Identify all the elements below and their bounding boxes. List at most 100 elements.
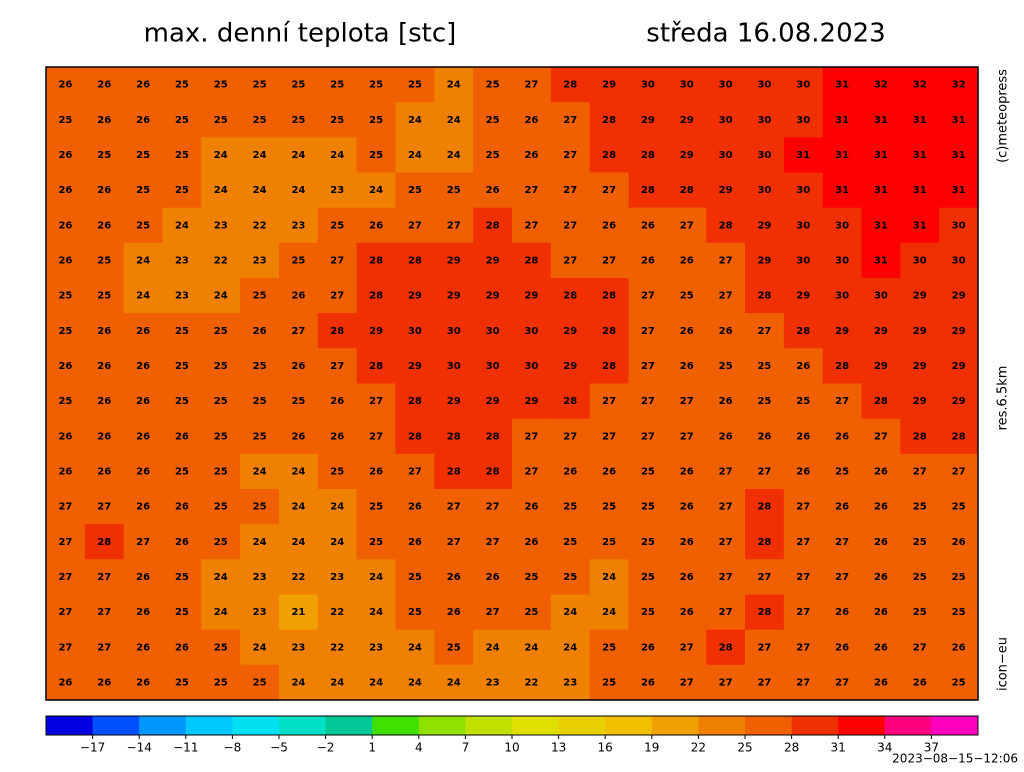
temperature-cell (356, 67, 396, 103)
map-title: max. denní teplota [stc] (144, 19, 457, 49)
temperature-cell (473, 418, 513, 455)
temperature-cell (628, 207, 668, 244)
temperature-value: 26 (524, 537, 538, 548)
temperature-cell (240, 67, 280, 103)
temperature-value: 25 (291, 115, 305, 126)
temperature-cell (395, 489, 435, 525)
temperature-cell (473, 278, 513, 314)
temperature-cell (783, 242, 824, 279)
temperature-value: 24 (253, 150, 267, 161)
temperature-value: 25 (175, 396, 189, 407)
temperature-cell (123, 664, 163, 701)
temperature-cell (201, 418, 241, 455)
temperature-cell (123, 348, 163, 384)
temperature-cell (434, 137, 474, 173)
temperature-cell (123, 453, 163, 490)
temperature-value: 27 (719, 502, 733, 513)
temperature-value: 28 (369, 255, 383, 266)
temperature-cell (240, 489, 280, 525)
temperature-value: 25 (58, 115, 72, 126)
temperature-value: 28 (524, 255, 538, 266)
temperature-value: 24 (369, 607, 383, 618)
temperature-cell (745, 559, 785, 595)
temperature-cell (822, 67, 862, 103)
temperature-cell (628, 418, 668, 455)
temperature-value: 28 (602, 326, 616, 337)
temperature-cell (745, 489, 785, 525)
temperature-value: 25 (253, 80, 267, 91)
temperature-value: 25 (291, 396, 305, 407)
temperature-cell (667, 207, 707, 244)
temperature-value: 26 (136, 466, 150, 477)
temperature-value: 24 (369, 677, 383, 688)
temperature-value: 27 (719, 607, 733, 618)
temperature-cell (84, 102, 125, 138)
temperature-cell (46, 137, 86, 173)
temperature-value: 30 (796, 80, 810, 91)
temperature-value: 24 (602, 572, 616, 583)
temperature-value: 27 (719, 572, 733, 583)
temperature-cell (939, 559, 979, 595)
colorbar-segment (698, 716, 746, 735)
temperature-cell (861, 278, 901, 314)
temperature-cell (745, 664, 785, 701)
temperature-cell (550, 102, 591, 138)
temperature-value: 26 (835, 431, 849, 442)
temperature-value: 30 (408, 326, 422, 337)
temperature-cell (279, 278, 319, 314)
temperature-value: 23 (291, 642, 305, 653)
temperature-value: 27 (796, 502, 810, 513)
temperature-value: 31 (952, 185, 966, 196)
temperature-value: 26 (136, 572, 150, 583)
temperature-cell (279, 137, 319, 173)
temperature-cell (822, 137, 862, 173)
temperature-value: 24 (330, 537, 344, 548)
temperature-value: 26 (136, 502, 150, 513)
temperature-cell (434, 664, 474, 701)
temperature-value: 27 (719, 255, 733, 266)
temperature-value: 26 (835, 607, 849, 618)
temperature-cell (589, 489, 629, 525)
colorbar-segment (838, 716, 886, 735)
temperature-value: 24 (175, 220, 189, 231)
temperature-value: 25 (602, 537, 616, 548)
temperature-cell (783, 383, 824, 420)
temperature-value: 29 (563, 326, 577, 337)
temperature-value: 28 (757, 537, 771, 548)
temperature-cell (550, 418, 591, 455)
temperature-value: 25 (214, 642, 228, 653)
temperature-cell (434, 418, 474, 455)
temperature-value: 27 (486, 502, 500, 513)
temperature-value: 26 (97, 185, 111, 196)
temperature-cell (822, 559, 862, 595)
temperature-value: 27 (680, 396, 694, 407)
temperature-value: 27 (447, 537, 461, 548)
temperature-cell (589, 242, 629, 279)
temperature-cell (201, 67, 241, 103)
temperature-cell (628, 172, 668, 209)
temperature-value: 24 (291, 150, 305, 161)
temperature-cell (745, 137, 785, 173)
temperature-cell (783, 102, 824, 138)
temperature-cell (745, 594, 785, 631)
temperature-value: 27 (835, 572, 849, 583)
colorbar-segment (605, 716, 653, 735)
temperature-cell (356, 278, 396, 314)
temperature-cell (434, 559, 474, 595)
temperature-value: 25 (486, 150, 500, 161)
temperature-value: 25 (175, 361, 189, 372)
temperature-cell (201, 172, 241, 209)
temperature-value: 27 (641, 326, 655, 337)
temperature-value: 26 (835, 642, 849, 653)
temperature-value: 26 (952, 642, 966, 653)
temperature-cell (473, 207, 513, 244)
temperature-value: 27 (97, 572, 111, 583)
temperature-cell (783, 453, 824, 490)
temperature-cell (46, 348, 86, 384)
temperature-value: 23 (330, 185, 344, 196)
temperature-value: 27 (796, 572, 810, 583)
temperature-value: 25 (175, 150, 189, 161)
temperature-cell (783, 559, 824, 595)
temperature-value: 23 (563, 677, 577, 688)
temperature-value: 25 (369, 115, 383, 126)
